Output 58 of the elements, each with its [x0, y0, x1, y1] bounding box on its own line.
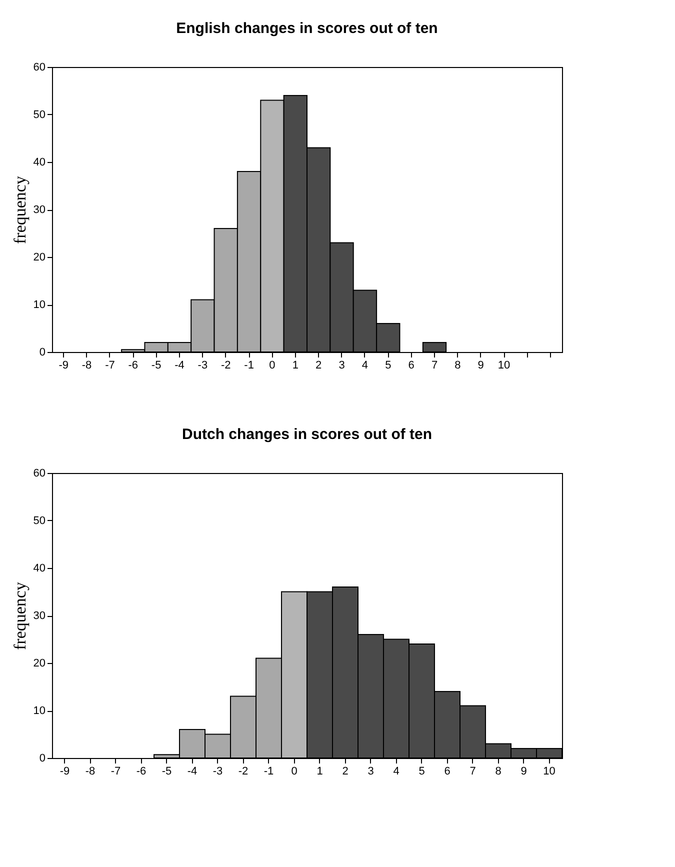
- x-tick-label: 3: [338, 360, 345, 372]
- x-tick-label: -1: [244, 360, 254, 372]
- y-tick-label: 0: [39, 346, 46, 358]
- x-tick-label: -8: [85, 766, 96, 778]
- chart-title: English changes in scores out of ten: [176, 20, 438, 37]
- y-tick-label: 10: [33, 299, 46, 311]
- x-tick-label: -2: [220, 360, 231, 372]
- x-tick-label: 10: [543, 766, 556, 778]
- x-tick-label: 4: [393, 766, 400, 778]
- x-tick-label: 9: [478, 360, 484, 372]
- x-tick-label: 1: [292, 360, 298, 372]
- y-tick-label: 50: [33, 515, 46, 527]
- x-tick-label: 5: [385, 360, 392, 372]
- x-tick-label: 8: [454, 360, 461, 372]
- y-tick-label: 30: [33, 204, 46, 216]
- y-tick-label: 20: [33, 252, 46, 264]
- x-tick-label: 2: [342, 766, 348, 778]
- x-tick-label: 7: [431, 360, 438, 372]
- x-tick-label: -4: [174, 360, 184, 372]
- y-axis-title: frequency: [10, 176, 30, 244]
- y-tick-label: 60: [33, 468, 46, 480]
- x-tick-label: -1: [264, 766, 274, 778]
- y-tick-label: 50: [33, 109, 46, 121]
- x-tick-label: -7: [105, 360, 115, 372]
- x-tick-label: 1: [316, 766, 323, 778]
- x-tick-label: 3: [368, 766, 374, 778]
- x-tick-label: -6: [128, 360, 138, 372]
- x-tick-label: -5: [151, 360, 162, 372]
- x-tick-label: 4: [362, 360, 368, 372]
- x-tick-label: -2: [238, 766, 248, 778]
- y-tick-label: 30: [33, 610, 46, 622]
- x-tick-label: -7: [110, 766, 121, 778]
- x-tick-label: -6: [136, 766, 146, 778]
- x-tick-label: -3: [212, 766, 223, 778]
- x-tick-label: -4: [187, 766, 198, 778]
- y-axis-title: frequency: [10, 582, 30, 650]
- x-tick-label: 8: [495, 766, 502, 778]
- x-tick-label: 5: [418, 766, 425, 778]
- x-tick-label: 6: [408, 360, 414, 372]
- x-tick-label: 2: [316, 360, 322, 372]
- x-tick-label: -8: [82, 360, 92, 372]
- y-tick-label: 10: [33, 705, 46, 717]
- y-tick-label: 60: [33, 62, 46, 74]
- y-tick-label: 40: [33, 156, 46, 168]
- x-tick-label: -3: [198, 360, 208, 372]
- y-tick-label: 20: [33, 658, 46, 670]
- x-tick-label: 10: [498, 360, 510, 372]
- x-tick-label: 9: [520, 766, 527, 778]
- x-tick-label: 7: [470, 766, 476, 778]
- chart-title: Dutch changes in scores out of ten: [182, 426, 432, 443]
- x-tick-label: -9: [60, 766, 70, 778]
- x-tick-label: 0: [291, 766, 298, 778]
- x-tick-label: 6: [444, 766, 450, 778]
- y-tick-label: 40: [33, 562, 46, 574]
- x-tick-label: -5: [162, 766, 172, 778]
- x-tick-label: -9: [58, 360, 68, 372]
- y-tick-label: 0: [39, 752, 46, 764]
- x-tick-label: 0: [269, 360, 276, 372]
